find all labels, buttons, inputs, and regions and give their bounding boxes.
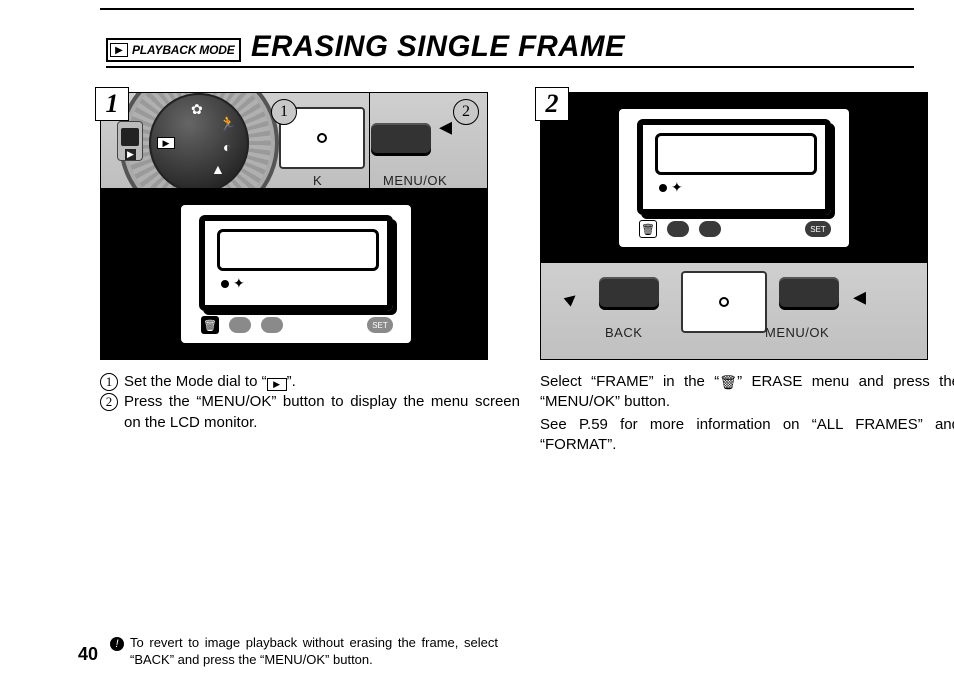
step-1-lcd-panel: ✦ 🗑 SET bbox=[101, 189, 487, 359]
instr-text: See P.59 for more information on “ALL FR… bbox=[540, 415, 954, 456]
menu-pill bbox=[229, 317, 251, 333]
dial-icon: ◐ bbox=[223, 139, 231, 155]
press-arrow-icon: ◂ bbox=[558, 284, 583, 311]
step-1-column: 1 ✿ 🏃 ◐ ▲ ▶ ◂ 1 2 bbox=[100, 92, 520, 433]
press-arrow-icon: ◂ bbox=[853, 281, 866, 312]
mode-badge: ▶ PLAYBACK MODE bbox=[106, 38, 241, 62]
lcd-menu-row: 🗑 SET bbox=[639, 219, 831, 239]
trash-icon: 🗑 bbox=[201, 316, 219, 334]
lcd-screen: ✦ 🗑 SET bbox=[181, 205, 411, 343]
trash-icon: 🗑 bbox=[639, 220, 657, 238]
back-button bbox=[599, 277, 659, 307]
instr-text: Select “FRAME” in the “🗑” ERASE menu and… bbox=[540, 372, 954, 413]
instr-number: 2 bbox=[100, 393, 118, 411]
step-2-badge: 2 bbox=[535, 87, 569, 121]
dial-icon: 🏃 bbox=[219, 115, 236, 132]
trash-icon: 🗑 bbox=[719, 373, 737, 392]
step-2-buttons-panel: ◂ ◂ BACK MENU/OK bbox=[541, 263, 927, 359]
instr-number: 1 bbox=[100, 373, 118, 391]
set-pill: SET bbox=[367, 317, 393, 333]
menu-ok-button bbox=[779, 277, 839, 307]
instr-text: Press the “MENU/OK” button to display th… bbox=[124, 392, 520, 433]
panel-divider bbox=[369, 93, 370, 188]
step-2-instructions: Select “FRAME” in the “🗑” ERASE menu and… bbox=[540, 372, 954, 455]
step-1-top-panel: ✿ 🏃 ◐ ▲ ▶ ◂ 1 2 K MENU/OK bbox=[101, 93, 487, 189]
mode-dial: ✿ 🏃 ◐ ▲ ▶ bbox=[119, 93, 279, 189]
menu-ok-label: MENU/OK bbox=[383, 173, 447, 188]
top-display bbox=[681, 271, 767, 333]
lcd-screen: ✦ 🗑 SET bbox=[619, 109, 849, 247]
note-icon: ! bbox=[110, 637, 124, 651]
step-2-column: 2 ✦ 🗑 SET bbox=[540, 92, 954, 455]
top-rule bbox=[100, 8, 914, 10]
menu-ok-button bbox=[371, 123, 431, 153]
page-header: ▶ PLAYBACK MODE ERASING SINGLE FRAME bbox=[106, 30, 914, 68]
step-1-badge: 1 bbox=[95, 87, 129, 121]
manual-page: ▶ PLAYBACK MODE ERASING SINGLE FRAME 1 ✿… bbox=[40, 0, 914, 687]
dial-icon: ✿ bbox=[191, 101, 203, 118]
back-label: BACK bbox=[605, 325, 642, 340]
page-title: ERASING SINGLE FRAME bbox=[251, 30, 625, 64]
press-arrow-icon: ◂ bbox=[439, 111, 452, 142]
menu-pill bbox=[667, 221, 689, 237]
k-label: K bbox=[313, 173, 322, 188]
menu-pill bbox=[699, 221, 721, 237]
note-text: To revert to image playback without eras… bbox=[130, 635, 498, 669]
lcd-menu-row: 🗑 SET bbox=[201, 315, 393, 335]
dial-lever bbox=[117, 121, 143, 161]
playback-icon: ▶ bbox=[267, 378, 287, 391]
footnote: ! To revert to image playback without er… bbox=[110, 635, 498, 669]
step-2-figure: 2 ✦ 🗑 SET bbox=[540, 92, 928, 360]
step-1-figure: 1 ✿ 🏃 ◐ ▲ ▶ ◂ 1 2 bbox=[100, 92, 488, 360]
page-number: 40 bbox=[78, 644, 98, 665]
menu-pill bbox=[261, 317, 283, 333]
dial-icon: ▲ bbox=[211, 161, 225, 177]
mode-label: PLAYBACK MODE bbox=[132, 43, 235, 57]
set-pill: SET bbox=[805, 221, 831, 237]
instr-text: Set the Mode dial to “▶”. bbox=[124, 372, 520, 392]
menu-ok-label: MENU/OK bbox=[765, 325, 829, 340]
callout-1: 1 bbox=[271, 99, 297, 125]
callout-2: 2 bbox=[453, 99, 479, 125]
step-1-instructions: 1 Set the Mode dial to “▶”. 2 Press the … bbox=[100, 372, 520, 433]
dial-playback-icon: ▶ bbox=[157, 137, 175, 149]
step-2-lcd-panel: ✦ 🗑 SET bbox=[541, 93, 927, 263]
playback-icon: ▶ bbox=[110, 43, 128, 57]
